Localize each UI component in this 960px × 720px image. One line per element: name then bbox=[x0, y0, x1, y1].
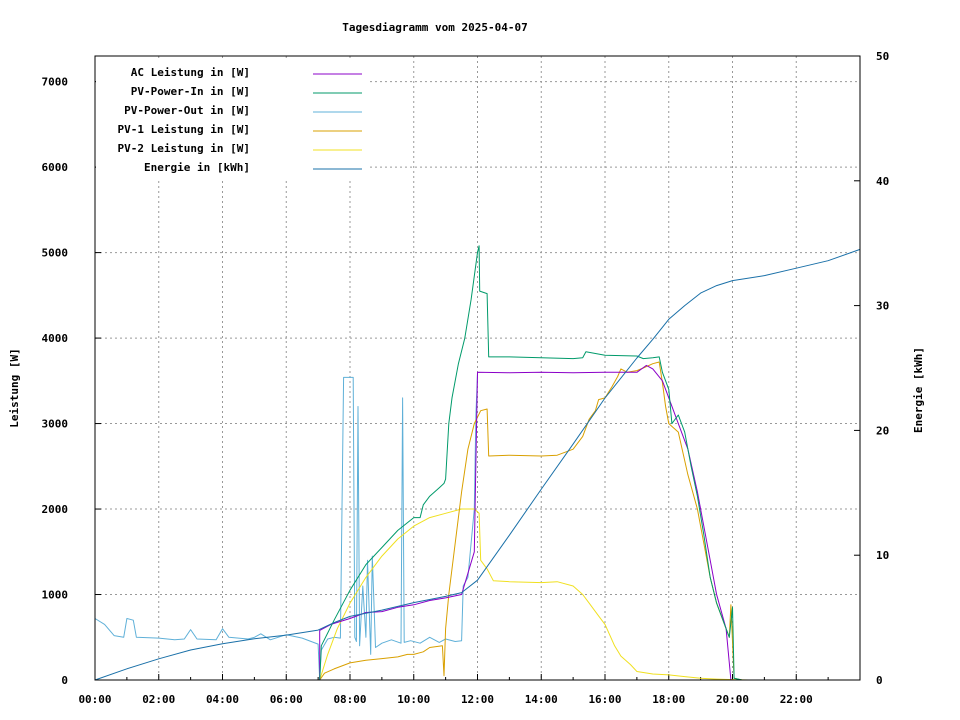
y2-tick-label: 50 bbox=[876, 50, 889, 63]
legend-background bbox=[96, 60, 368, 178]
chart-title: Tagesdiagramm vom 2025-04-07 bbox=[342, 21, 527, 34]
series-line-energie-in-kwh bbox=[94, 248, 861, 681]
y2-tick-label: 40 bbox=[876, 175, 889, 188]
y2-tick-label: 0 bbox=[876, 674, 883, 687]
legend-label: PV-2 Leistung in [W] bbox=[118, 142, 250, 155]
x-tick-label: 08:00 bbox=[333, 693, 366, 706]
x-tick-label: 06:00 bbox=[270, 693, 303, 706]
legend: AC Leistung in [W] PV-Power-In in [W] PV-P… bbox=[96, 60, 368, 178]
y-tick-labels: 0 1000 2000 3000 4000 5000 6000 7000 bbox=[42, 76, 69, 687]
legend-label: AC Leistung in [W] bbox=[131, 66, 250, 79]
x-tick-label: 22:00 bbox=[780, 693, 813, 706]
x-tick-label: 18:00 bbox=[652, 693, 685, 706]
x-tick-label: 12:00 bbox=[461, 693, 494, 706]
series-line-pv-power-out-in-w bbox=[94, 373, 478, 681]
x-tick-label: 00:00 bbox=[78, 693, 111, 706]
x-tick-label: 20:00 bbox=[716, 693, 749, 706]
series-lines bbox=[94, 245, 861, 681]
legend-label: PV-Power-In in [W] bbox=[131, 85, 250, 98]
series-line-pv-1-leistung-in-w bbox=[319, 361, 743, 681]
y-tick-label: 1000 bbox=[42, 589, 69, 602]
y-tick-label: 5000 bbox=[42, 247, 69, 260]
plot-frame bbox=[94, 55, 861, 681]
series-line-pv-power-in-in-w bbox=[319, 245, 743, 681]
y-axis-label: Leistung [W] bbox=[8, 348, 21, 427]
y-tick-label: 6000 bbox=[42, 161, 69, 174]
y2-axis-label: Energie [kWh] bbox=[912, 347, 925, 433]
legend-label: PV-1 Leistung in [W] bbox=[118, 123, 250, 136]
y-tick-label: 0 bbox=[61, 674, 68, 687]
y2-tick-label: 10 bbox=[876, 549, 889, 562]
x-tick-label: 10:00 bbox=[397, 693, 430, 706]
y-tick-label: 3000 bbox=[42, 418, 69, 431]
x-tick-label: 02:00 bbox=[142, 693, 175, 706]
grid bbox=[94, 55, 860, 681]
y2-tick-labels: 0 10 20 30 40 50 bbox=[876, 50, 889, 687]
y2-tick-label: 30 bbox=[876, 300, 889, 313]
y-tick-label: 7000 bbox=[42, 76, 69, 89]
legend-label: Energie in [kWh] bbox=[144, 161, 250, 174]
x-tick-label: 14:00 bbox=[525, 693, 558, 706]
y-tick-label: 2000 bbox=[42, 503, 69, 516]
y-tick-label: 4000 bbox=[42, 332, 69, 345]
x-tick-label: 16:00 bbox=[588, 693, 621, 706]
series-line-pv-2-leistung-in-w bbox=[319, 508, 749, 681]
y2-tick-label: 20 bbox=[876, 424, 889, 437]
legend-label: PV-Power-Out in [W] bbox=[124, 104, 250, 117]
x-tick-labels: 00:00 02:00 04:00 06:00 08:00 10:00 12:00 14:00… bbox=[78, 693, 812, 706]
x-tick-label: 04:00 bbox=[206, 693, 239, 706]
